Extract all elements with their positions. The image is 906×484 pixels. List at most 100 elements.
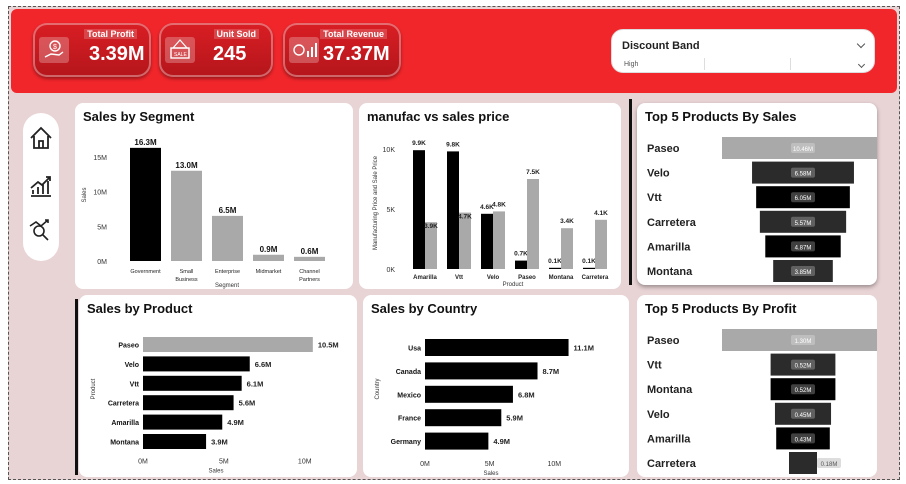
kpi-card-unit-sold[interactable]: SALE Unit Sold 245 [159, 23, 273, 77]
x-tick-label: 5M [219, 458, 229, 465]
data-label: 9.8K [446, 141, 460, 148]
analytics-icon[interactable] [28, 217, 54, 243]
country-chart: Usa 11.1M Canada 8.7M Mexico 6.8M France 5.9M Ge… [375, 339, 594, 477]
y-tick-label: 5M [97, 224, 107, 231]
chart-title: manufac vs sales price [367, 109, 510, 124]
chart-title: Sales by Segment [83, 109, 195, 124]
data-label: 0.45M [795, 413, 812, 419]
data-label: 0.9M [260, 245, 278, 254]
data-label-box [791, 359, 815, 370]
bar [130, 147, 161, 261]
chevron-down-icon[interactable] [856, 39, 866, 49]
x-tick-label: 10M [548, 461, 562, 468]
growth-chart-icon[interactable] [28, 173, 54, 199]
data-label: 0.52M [795, 364, 812, 370]
sale-sign-icon: SALE [165, 37, 195, 63]
x-tick-label: Business [175, 277, 198, 283]
data-label: 0.52M [795, 388, 812, 394]
y-tick-label: Germany [391, 439, 421, 446]
chart-title: Sales by Product [87, 301, 193, 316]
y-tick-label: 15M [93, 155, 107, 162]
data-label: 4.6K [480, 204, 494, 211]
data-label-box [817, 458, 841, 468]
bar [143, 395, 234, 411]
x-tick-label: Midmarket [256, 269, 282, 275]
bar [143, 414, 223, 430]
bar [294, 256, 325, 261]
svg-text:SALE: SALE [174, 52, 187, 58]
data-label: 3.85M [795, 270, 812, 276]
data-label: 4.7K [458, 214, 472, 221]
funnel-bar [756, 186, 850, 209]
navigation-rail [23, 113, 59, 261]
data-label: 0.18M [821, 462, 838, 468]
bar-sale-price [595, 219, 607, 269]
card-top5-products-by-sales[interactable]: Top 5 Products By Sales Paseo 10.46M Velo 6… [637, 103, 877, 285]
data-label: 4.9M [493, 437, 510, 446]
dashboard-canvas: $ Total Profit 3.39M SALE Unit Sold 245 … [8, 6, 900, 480]
x-tick-label: Montana [549, 275, 574, 281]
data-label-box [791, 143, 815, 153]
category-label: Paseo [647, 143, 680, 155]
funnel-bar [770, 378, 836, 401]
chart-title: Top 5 Products By Profit [645, 301, 797, 316]
y-tick-label: Canada [396, 369, 421, 376]
kpi-label: Total Revenue [320, 29, 387, 39]
slicer-divider [790, 58, 791, 70]
bar-manufacturing-price [583, 267, 595, 269]
y-axis-title: Country [375, 378, 381, 399]
data-label: 1.30M [795, 339, 812, 345]
category-label: Montana [647, 266, 693, 278]
data-label-box [791, 433, 815, 444]
slicer-selected-value[interactable]: High [624, 61, 639, 68]
card-accent-line [629, 99, 632, 285]
funnel-bar [722, 137, 877, 159]
y-tick-label: 5K [386, 207, 395, 214]
y-tick-label: 10K [383, 147, 396, 154]
x-tick-label: 10M [298, 458, 312, 465]
funnel-bar [722, 329, 877, 351]
money-hand-icon: $ [39, 37, 69, 63]
x-tick-label: Vtt [455, 275, 463, 281]
funnel-bar [776, 427, 830, 450]
card-sales-by-country[interactable]: Sales by Country Usa 11.1M Canada 8.7M Mexic… [363, 295, 629, 477]
chevron-down-icon[interactable] [857, 60, 866, 69]
data-label: 11.1M [574, 344, 594, 353]
category-label: Vtt [647, 360, 662, 372]
y-tick-label: Montana [110, 440, 139, 447]
x-tick-label: Enterprise [215, 269, 240, 275]
category-label: Amarilla [647, 241, 691, 253]
data-label: 4.8K [492, 201, 506, 208]
card-manufac-vs-sales-price[interactable]: manufac vs sales price 0K 5K 10K Manufactur… [359, 103, 621, 289]
kpi-card-total-profit[interactable]: $ Total Profit 3.39M [33, 23, 151, 77]
card-sales-by-segment[interactable]: Sales by Segment 0M 5M 10M 15M Sales 16.3M Gov… [75, 103, 353, 289]
discount-band-slicer[interactable]: Discount Band High [611, 29, 875, 73]
x-tick-label: Amarilla [413, 275, 437, 281]
data-label: 3.9K [424, 223, 438, 230]
kpi-card-total-revenue[interactable]: Total Revenue 37.37M [283, 23, 401, 77]
x-tick-label: Channel [299, 269, 320, 275]
kpi-value: 3.39M [89, 43, 145, 65]
x-tick-label: 5M [485, 461, 495, 468]
kpi-value: 37.37M [323, 43, 390, 65]
data-label: 0.6M [301, 247, 319, 256]
data-label: 4.1K [594, 210, 608, 217]
x-axis-title: Segment [215, 283, 239, 289]
card-top5-products-by-profit[interactable]: Top 5 Products By Profit Paseo 1.30M Vtt 0.… [637, 295, 877, 477]
funnel-bar [773, 260, 833, 282]
bar-sale-price [425, 222, 437, 269]
segment-chart: 0M 5M 10M 15M Sales 16.3M Government 13.0M Small… [82, 138, 325, 289]
home-icon[interactable] [28, 125, 54, 151]
data-label: 10.5M [318, 341, 339, 350]
svg-text:$: $ [53, 44, 57, 51]
bar [253, 254, 284, 261]
card-sales-by-product[interactable]: Sales by Product Paseo 10.5M Velo 6.6M Vtt 6.… [79, 295, 357, 477]
data-label: 6.6M [255, 360, 272, 369]
x-tick-label: Carretera [582, 275, 609, 281]
y-axis-title: Product [91, 378, 97, 399]
manufac-chart: 0K 5K 10K Manufacturing Price and Sale Pric… [373, 140, 609, 288]
y-tick-label: Velo [125, 362, 139, 369]
y-axis-title: Sales [82, 187, 88, 202]
data-label-box [791, 241, 815, 252]
data-label: 0.7K [514, 251, 528, 258]
